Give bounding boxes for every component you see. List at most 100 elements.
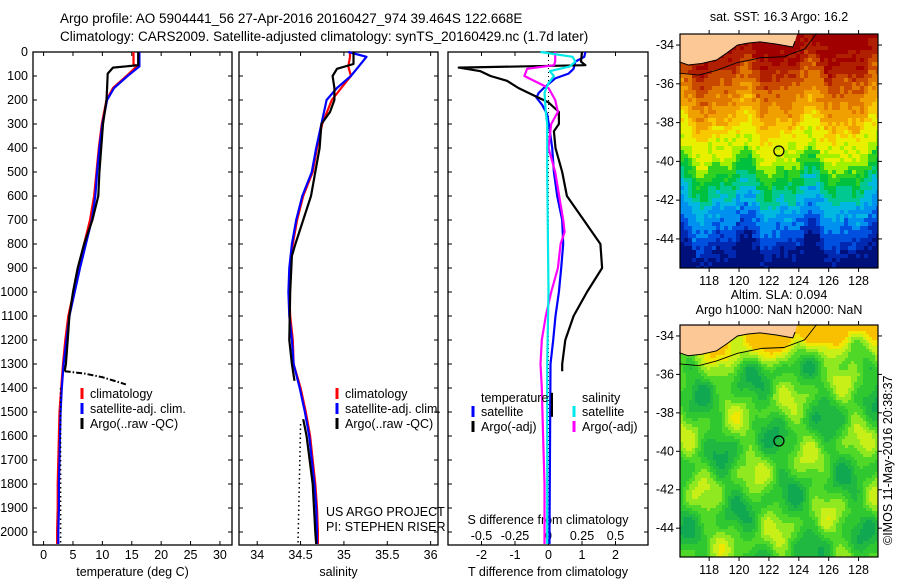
depth-tick-label: 900	[7, 261, 28, 275]
series-line-argo-raw-qc-flagged-deep	[297, 423, 302, 545]
depth-tick-label: 700	[7, 213, 28, 227]
depth-tick-label: 1400	[0, 381, 28, 395]
lat-tick-label: -34	[656, 329, 674, 343]
imos-credit: ©IMOS 11-May-2016 20:38:37	[881, 375, 895, 545]
depth-tick-label: 1600	[0, 429, 28, 443]
series-line-t-argo-adj-	[457, 51, 604, 372]
lat-tick-label: -34	[656, 38, 674, 52]
depth-tick-label: 1000	[0, 285, 28, 299]
depth-tick-label: 1700	[0, 453, 28, 467]
depth-tick-label: 1300	[0, 357, 28, 371]
x-tick-label: 0	[545, 548, 552, 562]
depth-tick-label: 0	[21, 45, 28, 59]
panel-difference: -2 -1 0 1 2 T difference from climatology S di…	[447, 50, 649, 579]
depth-tick-label: 1900	[0, 501, 28, 515]
depth-tick-label: 800	[7, 237, 28, 251]
lat-tick-label: -36	[656, 77, 674, 91]
sst-map-title: sat. SST: 16.3 Argo: 16.2	[710, 10, 848, 24]
argo-position-marker	[773, 435, 785, 447]
x-tick-label: 0	[40, 548, 47, 562]
lon-tick-label: 122	[758, 563, 779, 577]
legend-label: satellite-adj. clim.	[345, 402, 441, 416]
lat-tick-label: -42	[656, 193, 674, 207]
map-sla: 118 120 122 124 126 128 -34 -36 -38 -40 -42 -44	[656, 321, 882, 577]
series-line-argo-raw-qc-flagged-	[64, 370, 127, 386]
depth-tick-label: 1800	[0, 477, 28, 491]
lon-tick-label: 126	[818, 274, 839, 288]
lon-tick-label: 118	[699, 563, 719, 577]
map-sst: 118 120 122 124 126 128 -34 -36 -38 -40 -42 -44	[656, 30, 882, 288]
x-tick-label: 25	[184, 548, 198, 562]
map-frame	[679, 324, 879, 558]
lon-tick-label: 118	[699, 274, 719, 288]
x-tick-label: 20	[154, 548, 168, 562]
panel-frame	[32, 51, 233, 546]
lat-tick-label: -38	[656, 116, 674, 130]
sst-map-image	[680, 34, 878, 268]
x-tick-label: 5	[69, 548, 76, 562]
series-line-argo	[288, 52, 355, 381]
depth-tick-label: 1500	[0, 405, 28, 419]
isobath-contour	[679, 33, 818, 76]
legend-label: Argo(..raw -QC)	[345, 417, 433, 431]
coastline	[679, 41, 796, 66]
x-axis-label: temperature (deg C)	[76, 565, 189, 579]
sla-map-subtitle: Argo h1000: NaN h2000: NaN	[696, 303, 863, 317]
title-line-2: Climatology: CARS2009. Satellite-adjuste…	[60, 29, 588, 44]
title-line-1: Argo profile: AO 5904441_56 27-Apr-2016 …	[60, 11, 522, 26]
map-frame	[679, 33, 879, 269]
x-tick-label: -1	[509, 548, 520, 562]
depth-tick-label: 400	[7, 141, 28, 155]
s-tick-label: 0.25	[570, 529, 594, 543]
sla-map-image	[680, 325, 878, 557]
project-credit: US ARGO PROJECT	[326, 505, 445, 519]
legend-label: satellite	[582, 405, 624, 419]
depth-tick-label: 2000	[0, 525, 28, 539]
x-tick-label: 35	[337, 548, 351, 562]
x-tick-label: 2	[612, 548, 619, 562]
lon-tick-label: 120	[729, 563, 750, 577]
series-line-s-satellite	[540, 50, 577, 544]
legend-label: satellite-adj. clim.	[90, 402, 186, 416]
x-tick-label: 30	[213, 548, 227, 562]
coastline	[679, 331, 796, 357]
lon-tick-label: 124	[788, 274, 809, 288]
lat-tick-label: -40	[656, 154, 674, 168]
s-tick-label: 0.5	[607, 529, 624, 543]
lon-tick-label: 126	[818, 563, 839, 577]
x-tick-label: 35.5	[375, 548, 399, 562]
series-line-argo	[63, 52, 140, 372]
x-axis-label: T difference from climatology	[468, 565, 629, 579]
s-tick-label: -0.5	[471, 529, 493, 543]
x-tick-label: 15	[125, 548, 139, 562]
sla-map-title: Altim. SLA: 0.094	[731, 288, 828, 302]
isobath-contour	[679, 324, 818, 367]
lat-tick-label: -40	[656, 444, 674, 458]
legend-label: climatology	[345, 387, 408, 401]
series-line-s-argo-adj-	[523, 52, 566, 544]
lon-tick-label: 120	[729, 274, 750, 288]
x-tick-label: 34	[250, 548, 264, 562]
depth-tick-label: 1100	[1, 309, 28, 323]
argo-position-marker	[773, 145, 785, 157]
series-line-climatology	[55, 52, 138, 544]
legend-heading-salinity: salinity	[582, 391, 621, 405]
panel-frame	[447, 51, 649, 546]
s-tick-label: -0.25	[501, 529, 530, 543]
lat-tick-label: -42	[656, 483, 674, 497]
depth-tick-label: 1200	[0, 333, 28, 347]
lat-tick-label: -44	[656, 521, 674, 535]
series-line-satellite-adj-clim-	[57, 52, 141, 544]
legend-label: Argo(-adj)	[582, 420, 638, 434]
lat-tick-label: -38	[656, 406, 674, 420]
x-axis-label: salinity	[319, 565, 358, 579]
s-axis-label: S difference from climatology	[468, 513, 630, 527]
depth-tick-label: 100	[7, 69, 28, 83]
depth-tick-label: 600	[7, 189, 28, 203]
series-line-argo-deep	[302, 418, 318, 545]
depth-tick-label: 300	[7, 117, 28, 131]
series-line-satellite-adj-clim-	[287, 50, 368, 544]
panel-frame	[238, 51, 439, 546]
